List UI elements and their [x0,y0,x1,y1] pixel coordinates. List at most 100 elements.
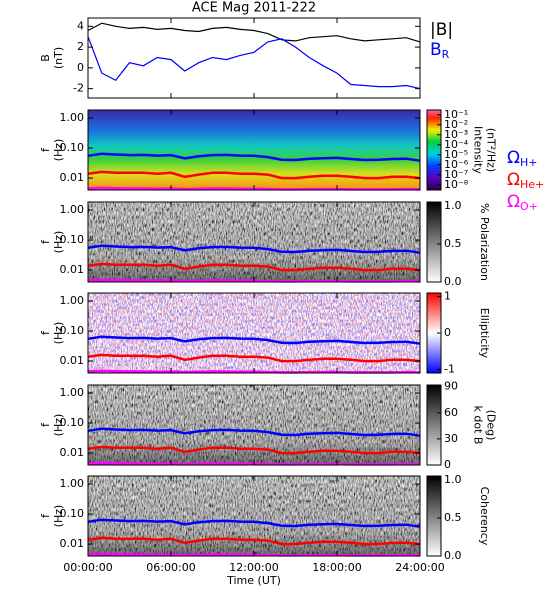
y-tick-label: 4 [77,19,84,32]
spectrogram-shade [88,385,420,465]
legend-name: Ω [507,192,520,212]
y-tick-label: 0.01 [60,171,85,184]
x-axis-label: Time (UT) [226,574,281,587]
y-tick-label: 1.00 [60,477,85,490]
y-axis-label: (Hz) [52,505,65,528]
y-tick-label: 0.10 [60,416,85,429]
spectrogram-shade [88,476,420,556]
y-tick-label: 1.00 [60,203,85,216]
colorbar-tick-label: 0.0 [444,549,462,562]
y-axis-label: f [39,330,52,335]
y-tick-label: 2 [77,40,84,53]
legend-entry: ΩO+ [507,192,538,213]
y-tick-label: 0.01 [60,537,85,550]
x-tick-label: 24:00:00 [395,561,444,574]
series-line [87,335,421,345]
legend-subscript: He+ [520,178,544,191]
y-tick-label: -2 [73,82,84,95]
colorbar-tick-label: 0 [444,326,451,339]
y-axis-label: f [39,147,52,152]
colorbar-tick-label: 90 [444,380,458,393]
series-line [87,36,421,90]
colorbar-tick-label: 0.5 [444,511,462,524]
colorbar [426,384,442,466]
y-tick-label: 0.01 [60,354,85,367]
colorbar-label: (nT²/Hz) [485,128,498,172]
x-tick-label: 12:00:00 [229,561,278,574]
y-axis-label: (Hz) [52,322,65,345]
colorbar-tick-label: 10⁻³ [444,128,468,141]
legend-entry: ΩHe+ [507,170,544,191]
y-axis-label: f [39,422,52,427]
legend-name: Ω [507,170,520,190]
chart-title: ACE Mag 2011-222 [192,1,316,16]
legend-entry: ΩH+ [507,148,538,169]
colorbar-tick-label: 30 [444,432,458,445]
colorbar-tick-label: 10⁻² [444,118,468,131]
colorbar-tick-label: 10⁻⁵ [444,148,468,161]
legend-name: |B| [430,20,453,40]
colorbar-tick-label: 0.5 [444,237,462,250]
colorbar [426,201,442,283]
y-tick-label: 1.00 [60,111,85,124]
colorbar-tick-label: 0 [444,458,451,471]
y-tick-label: 0.10 [60,507,85,520]
spectrogram-blue [88,293,420,373]
legend-subscript: R [442,48,450,61]
x-tick-label: 00:00:00 [63,561,112,574]
colorbar-tick-label: 60 [444,406,458,419]
legend-subscript: O+ [520,200,538,213]
legend-name: Ω [507,148,520,168]
series-line [87,22,421,43]
colorbar-tick-label: -1 [444,362,455,375]
colorbar-tick-label: 10⁻¹ [444,108,468,121]
colorbar-tick-label: 1.0 [444,199,462,212]
series-line [87,427,421,437]
y-tick-label: 1.00 [60,386,85,399]
x-tick-label: 06:00:00 [146,561,195,574]
y-axis-label: (Hz) [52,414,65,437]
y-tick-label: 0.10 [60,324,85,337]
colorbar-label: Coherency [478,487,491,546]
colorbar-label: Intensity [472,126,485,174]
colorbar-tick-label: 10⁻⁸ [444,178,469,191]
colorbar [426,109,442,191]
y-axis-label: f [39,239,52,244]
legend-entry: BR [430,40,450,61]
legend-subscript: H+ [520,156,538,169]
y-axis-label: f [39,513,52,518]
series-line [87,536,421,546]
y-axis-label: (Hz) [52,139,65,162]
series-line [87,244,421,254]
colorbar-tick-label: 10⁻⁶ [444,158,469,171]
series-line [87,152,421,162]
series-line [87,445,421,455]
spectrogram-background [88,110,420,190]
colorbar-tick-label: 0.0 [444,275,462,288]
y-tick-label: 1.00 [60,294,85,307]
y-tick-label: 0 [77,61,84,74]
colorbar-label: k dot B [472,406,485,445]
colorbar [426,475,442,557]
colorbar-tick-label: 10⁻⁷ [444,168,468,181]
colorbar-tick-label: 1 [444,290,451,303]
colorbar-label: % Polarization [478,203,491,281]
x-tick-label: 18:00:00 [312,561,361,574]
y-tick-label: 0.10 [60,141,85,154]
y-tick-label: 0.01 [60,446,85,459]
spectrogram-shade [88,202,420,282]
legend-entry: |B| [430,20,453,40]
series-line [87,170,421,180]
y-axis-label: B [39,54,52,62]
series-line [87,518,421,528]
y-axis-label: (nT) [52,47,65,69]
colorbar-tick-label: 1.0 [444,473,462,486]
colorbar-label: (Deg) [485,410,498,441]
colorbar-label: Ellipticity [478,308,491,359]
series-line [87,262,421,272]
y-tick-label: 0.10 [60,233,85,246]
legend-name: B [430,40,442,60]
y-tick-label: 0.01 [60,263,85,276]
colorbar-tick-label: 10⁻⁴ [444,138,469,151]
